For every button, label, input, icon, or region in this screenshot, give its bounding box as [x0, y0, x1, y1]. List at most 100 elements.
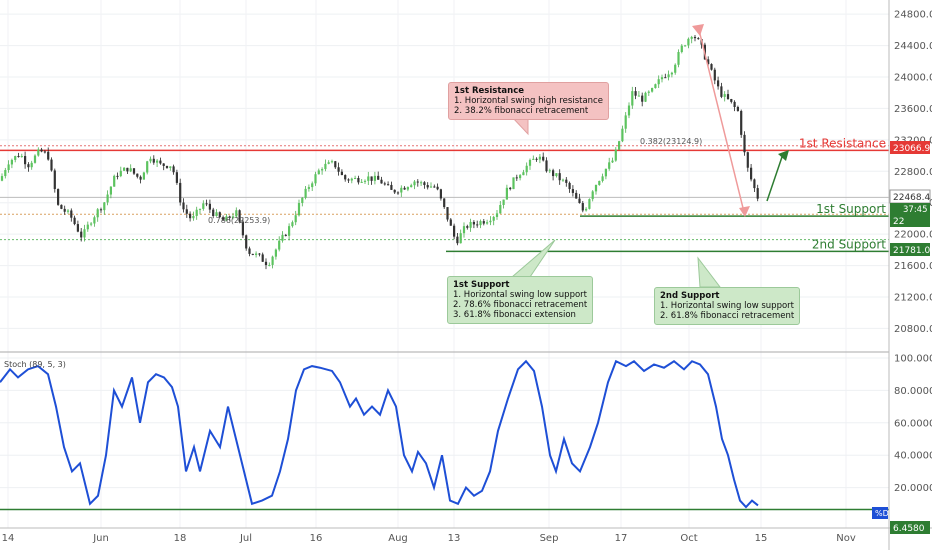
candle-body	[109, 186, 112, 195]
support2-callout-line: 1. Horizontal swing low support	[660, 301, 794, 311]
drop-arrow-head-top	[692, 24, 704, 36]
candle-body	[202, 203, 205, 209]
candle-body	[515, 177, 518, 179]
candle-body	[304, 188, 307, 198]
stoch-axis-ticks: 100.0000 80.0000 60.0000 40.0000 20.0000	[894, 354, 932, 495]
candle-body	[218, 212, 221, 218]
candle-body	[301, 197, 304, 204]
time-tick-label: 15	[755, 533, 768, 544]
support1-callout-line: 3. 61.8% fibonacci extension	[453, 310, 576, 320]
candle-body	[717, 80, 720, 87]
svg-text:22: 22	[893, 217, 904, 227]
candle-body	[561, 179, 565, 181]
candle-body	[14, 156, 17, 160]
candle-body	[410, 185, 413, 188]
candle-body	[169, 166, 172, 168]
candle-body	[472, 221, 475, 225]
candle-body	[710, 64, 713, 70]
candle-body	[624, 115, 627, 129]
price-tick-label: 23200.0	[894, 135, 932, 146]
candle-body	[311, 183, 314, 188]
candle-body	[281, 234, 284, 241]
resistance-callout-title: 1st Resistance	[454, 86, 524, 96]
candle-body	[750, 167, 753, 180]
candle-body	[601, 176, 604, 181]
price-axis-ticks: 24800.0 24400.0 24000.0 23600.0 23200.0 22800…	[894, 10, 932, 335]
stoch-tick-label: 100.0000	[894, 354, 932, 365]
candle-body	[212, 209, 215, 217]
candle-body	[86, 224, 89, 230]
stoch-tick-label: 20.0000	[894, 483, 932, 494]
support2-callout-pointer	[697, 256, 722, 288]
candle-body	[482, 221, 485, 224]
candle-body	[637, 95, 640, 97]
candle-body	[307, 187, 310, 189]
candle-body	[373, 175, 376, 181]
resistance-callout-line: 1. Horizontal swing high resistance	[454, 96, 603, 106]
candle-body	[288, 226, 291, 236]
candle-body	[380, 179, 383, 184]
candle-body	[291, 222, 294, 227]
candle-body	[446, 207, 449, 220]
candle-body	[753, 179, 756, 189]
candle-body	[651, 88, 654, 92]
stoch-legend-tag: %D	[872, 507, 889, 519]
price-tick-label: 22000.0	[894, 230, 932, 241]
candle-body	[509, 187, 512, 190]
candle-body	[581, 203, 584, 211]
candle-body	[578, 198, 581, 204]
candle-body	[565, 179, 568, 183]
candle-body	[390, 184, 393, 190]
drop-arrow-head-bottom	[739, 206, 750, 217]
candle-body	[251, 253, 254, 255]
candle-body	[588, 199, 591, 209]
support1-callout-line: 2. 78.6% fibonacci retracement	[453, 300, 588, 310]
candle-body	[426, 185, 429, 188]
candle-body	[677, 52, 680, 65]
candle-body	[476, 224, 479, 226]
candle-body	[687, 38, 690, 46]
last-price-tag: 22468.4	[889, 189, 931, 204]
candle-body	[152, 158, 155, 163]
candle-body	[690, 36, 693, 39]
candle-body	[136, 173, 139, 177]
candle-body	[429, 186, 433, 188]
candle-body	[525, 165, 528, 173]
time-tick-label: Aug	[388, 533, 408, 544]
candle-body	[50, 159, 53, 171]
candle-body	[129, 168, 132, 172]
candle-body	[222, 217, 225, 221]
candle-body	[156, 160, 159, 163]
candle-body	[466, 226, 469, 228]
candle-body	[175, 172, 178, 183]
candle-body	[172, 166, 175, 173]
candle-body	[499, 204, 502, 214]
candle-body	[660, 77, 664, 80]
candle-body	[416, 181, 419, 183]
support1-callout-title: 1st Support	[453, 280, 510, 290]
support2-price-tag: 21781.0	[890, 243, 930, 256]
candle-body	[47, 151, 50, 160]
candle-body	[740, 110, 743, 135]
candle-body	[591, 191, 594, 200]
candle-body	[126, 167, 129, 172]
candle-body	[641, 95, 644, 102]
fib-label-786: 0.786(22253.9)	[208, 216, 270, 225]
candle-body	[225, 216, 228, 221]
candle-body	[492, 216, 495, 221]
candle-body	[545, 160, 548, 172]
stoch-grid	[0, 0, 889, 528]
candle-body	[387, 184, 390, 186]
candle-body	[30, 162, 33, 168]
candle-body	[532, 158, 535, 160]
candle-body	[278, 240, 281, 250]
stoch-d-line	[0, 359, 759, 509]
candle-body	[142, 172, 145, 180]
time-tick-label: Nov	[836, 533, 856, 544]
candle-body	[733, 101, 736, 107]
candle-body	[462, 226, 466, 234]
resistance-price-tag: 23066.9	[890, 141, 930, 154]
candle-body	[469, 221, 472, 228]
candle-body	[400, 187, 403, 193]
candle-body	[274, 249, 277, 257]
